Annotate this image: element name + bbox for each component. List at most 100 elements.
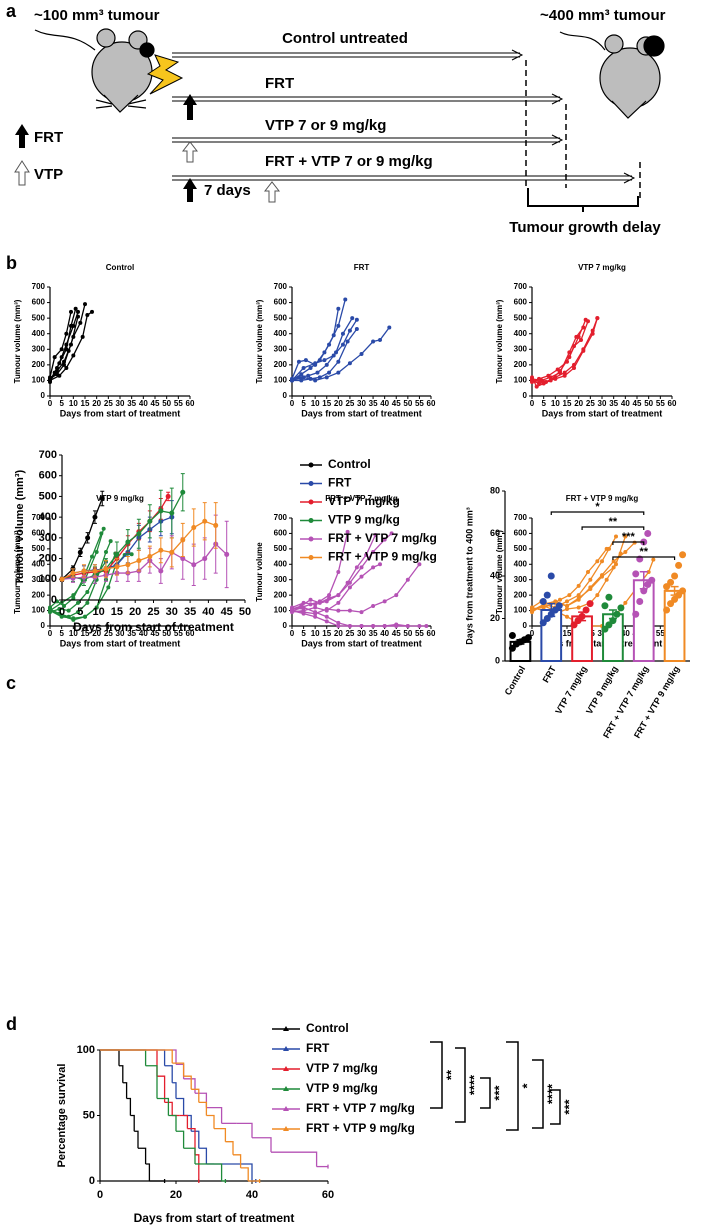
y-tick-label: 500 [274, 544, 288, 553]
x-tick-label: 0 [290, 629, 295, 638]
survival-step [179, 1114, 189, 1129]
data-point [671, 572, 679, 580]
vtp-arrows [14, 141, 281, 203]
y-tick-label: 300 [32, 344, 46, 353]
y-tick-label: 0 [523, 391, 528, 400]
point [296, 359, 301, 364]
data-point [640, 587, 648, 595]
x-tick-label: 15 [322, 399, 331, 408]
legend-frt: FRT [34, 129, 63, 146]
survival-step [183, 1078, 196, 1094]
point [354, 565, 359, 570]
point [623, 600, 628, 605]
y-tick-label: 20 [490, 613, 500, 623]
x-tick-label: 40 [621, 629, 630, 638]
point [359, 624, 364, 628]
point [64, 331, 69, 336]
point [394, 622, 399, 627]
x-tick-label: 0 [530, 399, 535, 408]
y-tick-label: 500 [32, 313, 46, 322]
series-line [531, 319, 587, 388]
y-tick-label: 700 [274, 513, 288, 522]
survival-step [122, 1082, 128, 1099]
point [78, 320, 83, 325]
y-tick-label: 500 [39, 490, 57, 502]
point [371, 565, 376, 570]
legend-label: VTP 7 mg/kg [306, 1061, 378, 1075]
point [336, 593, 341, 598]
point [317, 600, 322, 605]
significance-label: *** [622, 531, 636, 543]
point [595, 593, 600, 598]
x-tick-label: 35 [609, 399, 618, 408]
point [378, 337, 383, 342]
x-tick-label: 40 [139, 629, 148, 638]
legend-vtp: VTP [34, 166, 63, 183]
point [581, 348, 586, 353]
point [324, 608, 329, 613]
x-tick-label: 30 [357, 399, 366, 408]
x-tick-label: 55 [174, 399, 183, 408]
point [73, 306, 78, 311]
point [308, 597, 313, 602]
point [600, 574, 604, 579]
data-point [605, 593, 613, 601]
point [340, 342, 345, 347]
y-tick-label: 700 [39, 449, 57, 461]
legend-marker [283, 1066, 289, 1071]
x-tick-label: 35 [369, 399, 378, 408]
y-tick-label: 80 [490, 485, 500, 495]
survival-step [214, 1127, 227, 1142]
point [62, 603, 66, 608]
data-point [679, 551, 687, 559]
point [347, 624, 352, 628]
point [322, 358, 327, 363]
point [180, 556, 186, 562]
point [66, 608, 71, 613]
point [136, 558, 142, 564]
point [371, 549, 376, 554]
y-tick-label: 100 [77, 1044, 95, 1056]
survival-step [206, 1106, 223, 1124]
point [572, 365, 576, 370]
survival-step [195, 1154, 200, 1181]
point [651, 557, 656, 562]
y-tick-label: 200 [32, 360, 46, 369]
point [558, 370, 562, 375]
x-tick-label: 10 [311, 399, 320, 408]
point [546, 373, 551, 378]
x-tick-label: 40 [621, 399, 630, 408]
point [315, 370, 320, 375]
point [336, 624, 341, 628]
y-tick-label: 100 [32, 376, 46, 385]
point [327, 596, 332, 601]
y-tick-label: 500 [514, 544, 528, 553]
point [57, 607, 62, 612]
point [382, 599, 387, 604]
x-tick-label: 15 [322, 629, 331, 638]
x-tick-label: 50 [162, 399, 171, 408]
x-tick-label: 50 [644, 399, 653, 408]
y-tick-label: 600 [32, 298, 46, 307]
point [101, 526, 106, 531]
x-tick-label: 20 [334, 399, 343, 408]
arm-arrows [172, 49, 641, 212]
x-tick-label: 5 [59, 399, 64, 408]
y-tick-label: 400 [514, 329, 528, 338]
y-tick-label: 0 [283, 391, 288, 400]
data-point [648, 576, 656, 584]
data-point [539, 598, 547, 605]
point [614, 534, 618, 539]
point [565, 607, 569, 612]
point [336, 370, 341, 375]
point [80, 334, 85, 339]
x-tick-label: 15 [81, 629, 90, 638]
category-label: VTP 9 mg/kg [584, 664, 620, 716]
y-tick-label: 700 [514, 282, 528, 291]
y-tick-label: 600 [39, 470, 57, 482]
point [69, 342, 73, 347]
point [299, 372, 304, 377]
x-tick-label: 55 [415, 399, 424, 408]
x-tick-label: 50 [162, 629, 171, 638]
y-tick-label: 200 [514, 360, 528, 369]
